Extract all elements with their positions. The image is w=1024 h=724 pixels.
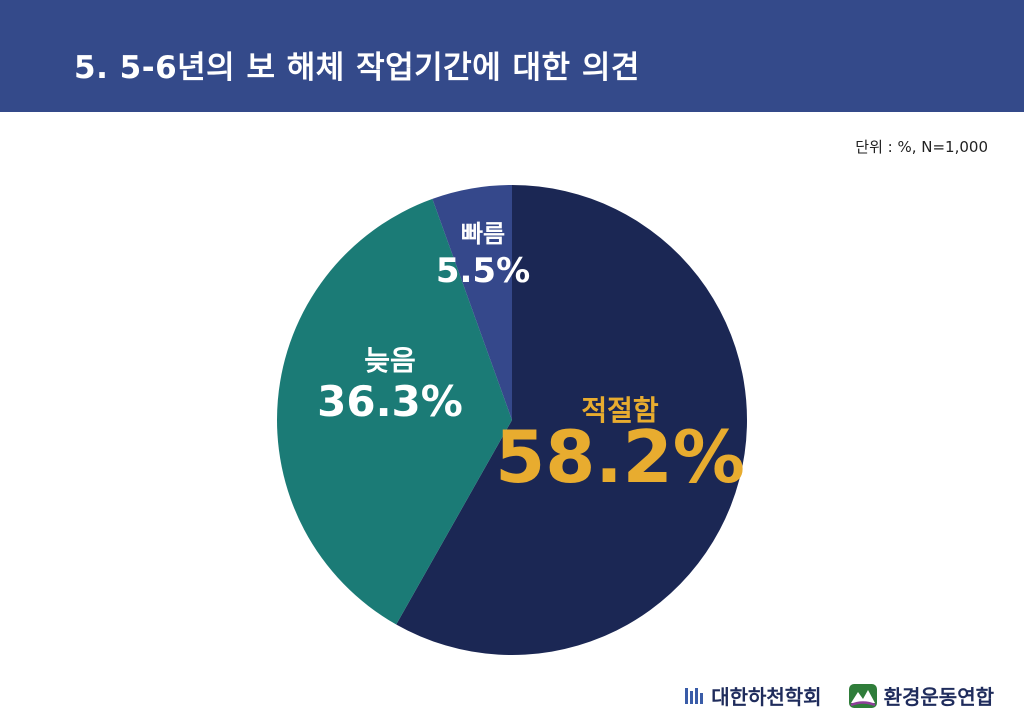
logo-kfem-text: 환경운동연합 (883, 685, 994, 709)
pie-slice (277, 198, 512, 625)
slice-value-label: 5.5% (436, 251, 530, 291)
slice-value-label: 36.3% (317, 377, 463, 426)
slice-name-label: 적절함 (581, 394, 659, 427)
river-society-emblem-icon (685, 687, 704, 704)
logo-river-society-text: 대한하천학회 (711, 685, 822, 709)
slice-value-label: 58.2% (495, 415, 745, 499)
footer-logos: 대한하천학회 환경운동연합 (683, 681, 994, 710)
pie-slice (396, 185, 748, 655)
logo-river-society: 대한하천학회 (683, 681, 822, 710)
slice-name-label: 늦음 (364, 344, 416, 377)
unit-note: 단위 : %, N=1,000 (855, 138, 988, 156)
logo-kfem: 환경운동연합 (848, 681, 994, 710)
header-bar: 5. 5-6년의 보 해체 작업기간에 대한 의견 (0, 0, 1024, 112)
kfem-mountain-emblem-icon (848, 683, 877, 708)
pie-slice (432, 185, 512, 420)
slice-name-label: 빠름 (461, 220, 505, 248)
pie-slices (277, 185, 748, 655)
page-title: 5. 5-6년의 보 해체 작업기간에 대한 의견 (74, 50, 640, 86)
